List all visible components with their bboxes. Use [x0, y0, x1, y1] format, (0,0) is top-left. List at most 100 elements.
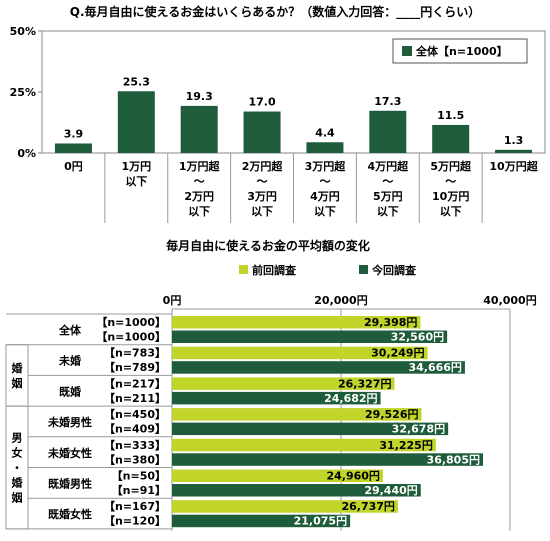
bar-prev [172, 346, 428, 360]
x-tick-label: 以下 [440, 205, 462, 218]
plot-area-1: 0%25%50%3.90円25.31万円以下19.31万円超～2万円以下17.0… [10, 25, 546, 223]
bar-curr [172, 484, 421, 497]
bar-prev-value: 24,960円 [326, 470, 379, 483]
legend-1: 全体【n=1000】 [392, 38, 528, 64]
x-tick-label: 3万円 [247, 190, 277, 203]
legend-2-label: 前回調査 [252, 263, 296, 277]
x-tick-label: ～ [445, 175, 456, 188]
row-label: 未婚女性 [47, 446, 92, 460]
bar-prev [172, 316, 421, 329]
bar-value-label: 17.3 [374, 95, 401, 108]
bar-curr-value: 21,075円 [294, 515, 347, 528]
group-label-char: 姻 [12, 491, 23, 505]
y-tick-label: 50% [10, 25, 36, 38]
bar-curr [172, 422, 449, 436]
bar-curr-value: 36,805円 [427, 453, 480, 466]
x-tick-label: 以下 [125, 175, 147, 188]
bar-value-label: 19.3 [186, 90, 213, 103]
bar-curr [172, 361, 465, 374]
x-tick-label: 10万円超 [489, 159, 538, 173]
bar-curr-value: 32,560円 [391, 331, 444, 344]
n-label-curr: 【n=380】 [104, 453, 166, 466]
x-tick-label: 1万円 [121, 160, 151, 173]
y-tick-label: 25% [10, 86, 36, 99]
group-label-box [5, 344, 29, 407]
bar-curr-value: 34,666円 [408, 361, 461, 374]
x-tick-label: 以下 [188, 205, 210, 218]
x-tick-label: 5万円超 [430, 159, 472, 173]
n-label-curr: 【n=211】 [104, 392, 166, 405]
n-label-curr: 【n=91】 [112, 484, 166, 497]
n-label-prev: 【n=450】 [104, 408, 166, 421]
row-label: 未婚男性 [47, 415, 92, 429]
legend-2-label: 今回調査 [371, 263, 416, 277]
bar [54, 143, 92, 153]
x-tick-label: 0円 [64, 160, 83, 173]
n-label-curr: 【n=1000】 [96, 331, 166, 344]
bar-prev-value: 29,398円 [364, 316, 417, 329]
row-label: 既婚 [59, 384, 81, 398]
bar-prev-value: 26,737円 [341, 500, 394, 513]
bar-prev [172, 438, 436, 452]
bar [432, 124, 470, 153]
x-tick-label: 1万円超 [179, 159, 221, 173]
bar-curr-value: 24,682円 [324, 392, 377, 405]
legend-2-swatch [239, 265, 248, 274]
bar-prev [172, 500, 398, 513]
n-label-prev: 【n=333】 [104, 439, 166, 452]
x-tick-label: 4万円 [310, 190, 340, 203]
bar [117, 91, 155, 153]
chart-title-2: 毎月自由に使えるお金の平均額の変化 [166, 238, 370, 253]
bar-value-label: 25.3 [123, 75, 150, 88]
group-label-char: 姻 [12, 376, 23, 390]
bar-prev-value: 26,327円 [338, 377, 391, 390]
legend-2-swatch [359, 265, 368, 274]
group-label-char: ・ [12, 462, 23, 475]
x-tick-label: ～ [257, 175, 268, 188]
n-label-prev: 【n=1000】 [96, 316, 166, 329]
x-tick-label: 2万円超 [242, 159, 284, 173]
bar-prev-value: 31,225円 [379, 439, 432, 452]
y-tick-label: 0% [17, 147, 36, 160]
n-label-prev: 【n=167】 [104, 500, 166, 513]
n-label-prev: 【n=217】 [104, 377, 166, 390]
bar [180, 105, 218, 153]
n-label-curr: 【n=409】 [104, 423, 166, 436]
bar-prev [172, 408, 422, 421]
chart-title-1: Q.毎月自由に使えるお金はいくらあるか？（数値入力回答：____円くらい） [70, 4, 480, 20]
plot-area-2: 0円 20,000円 40,000円婚姻男女・婚姻全体【n=1000】【n=1000… [5, 294, 537, 531]
bar-curr [172, 391, 381, 405]
n-label-prev: 【n=50】 [112, 470, 166, 483]
bar-prev [172, 377, 395, 390]
row-label: 全体 [58, 323, 82, 337]
bar-value-label: 3.9 [64, 127, 84, 140]
bar-prev-value: 30,249円 [371, 347, 424, 360]
bar-value-label: 11.5 [437, 109, 464, 122]
bar-prev-value: 29,526円 [365, 408, 418, 421]
bar-curr [172, 514, 351, 528]
legend-1-label: 全体【n=1000】 [415, 44, 508, 58]
n-label-curr: 【n=789】 [104, 361, 166, 374]
group-label-char: 婚 [12, 476, 23, 490]
bar-value-label: 17.0 [248, 96, 275, 109]
row-label: 既婚男性 [48, 477, 92, 491]
n-label-curr: 【n=120】 [104, 515, 166, 528]
bar-value-label: 1.3 [504, 134, 524, 147]
x-tick-label: 10万円 [432, 190, 469, 203]
n-label-prev: 【n=783】 [104, 347, 166, 360]
x-tick-label: 40,000円 [483, 294, 536, 307]
bar-curr-value: 29,440円 [364, 484, 417, 497]
x-tick-label: 2万円 [184, 190, 214, 203]
group-label-char: 婚 [12, 361, 23, 375]
bar [306, 142, 344, 153]
x-tick-label: 以下 [377, 205, 399, 218]
bar-value-label: 4.4 [315, 126, 335, 139]
x-tick-label: 0円 [163, 294, 182, 307]
x-tick-label: 5万円 [373, 190, 403, 203]
x-tick-label: 以下 [251, 205, 273, 218]
bar-curr [172, 453, 484, 466]
x-tick-label: ～ [319, 175, 330, 188]
row-label: 未婚 [58, 354, 81, 368]
